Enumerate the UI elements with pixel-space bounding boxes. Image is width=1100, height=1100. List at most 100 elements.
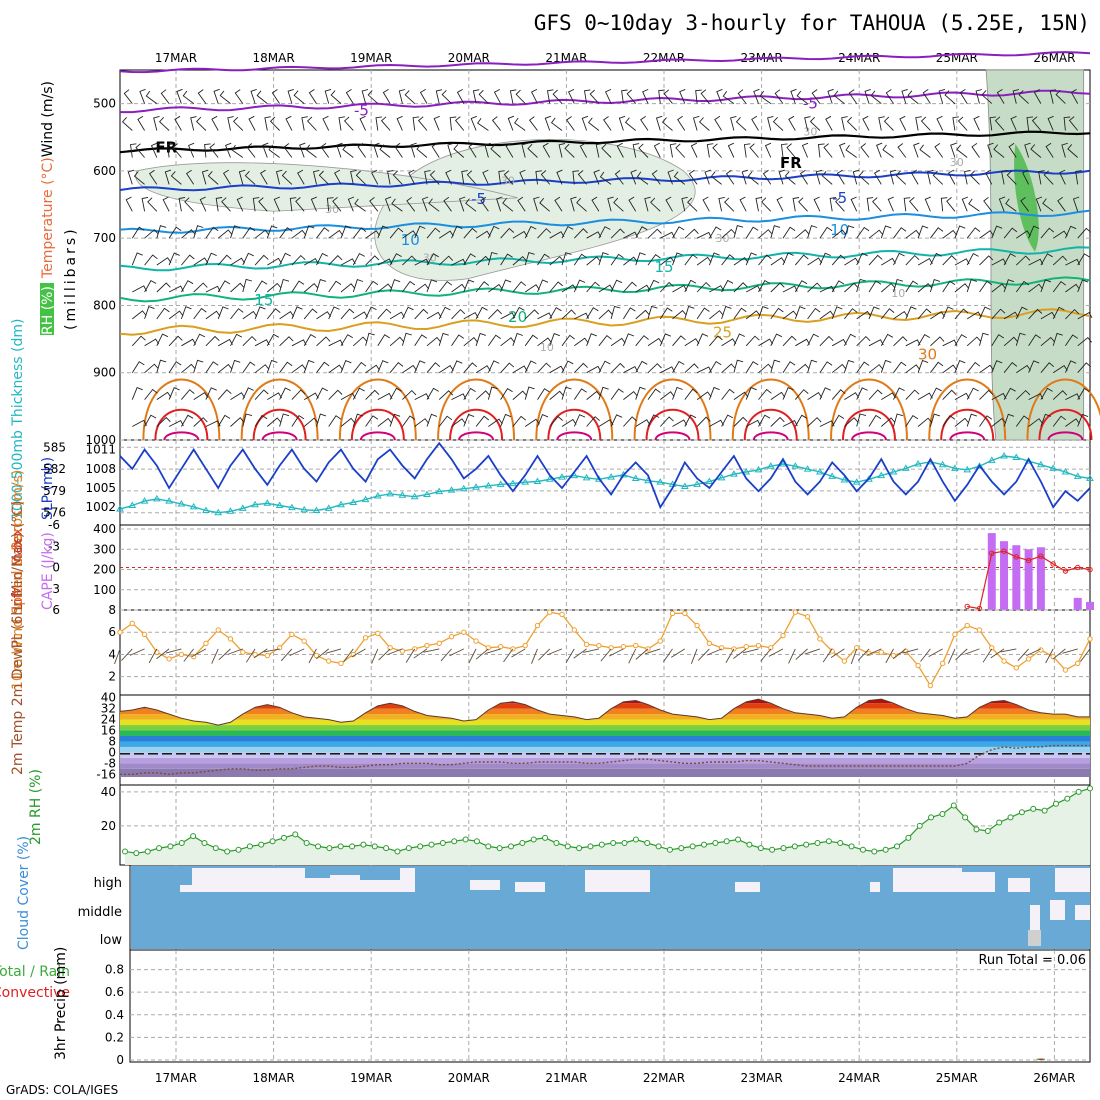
temp-band (120, 752, 1090, 758)
wind-barb (156, 333, 169, 346)
wind-barb (512, 306, 525, 320)
wind-barb (795, 229, 810, 239)
wind-barb (414, 225, 426, 239)
wind-barb (852, 169, 860, 185)
rh-marker (859, 846, 866, 853)
wind-barb (696, 391, 712, 400)
wind-barb (966, 227, 981, 239)
wind-barb (451, 393, 467, 401)
wind-barb (942, 306, 954, 320)
wind-barb (651, 170, 661, 185)
wind-barb (881, 417, 896, 427)
boundary-layer-isotherm (1047, 431, 1084, 441)
wind-barb (515, 89, 526, 104)
wind-barb (573, 279, 586, 293)
wind-barb (663, 89, 673, 104)
boundary-layer-isotherm (1038, 408, 1093, 441)
wind-barb (991, 225, 1003, 239)
isotherm-line (119, 209, 1091, 234)
contour-label: -5 (471, 190, 486, 208)
wind-barb (714, 115, 722, 131)
rh-marker (666, 846, 673, 853)
wind-barb (747, 171, 759, 185)
wind-barb (193, 359, 204, 373)
wind-barb (782, 335, 797, 347)
wind-barb (574, 337, 589, 347)
wind-barb (917, 225, 929, 239)
wind-barb (1063, 116, 1071, 131)
wind-barb (905, 414, 919, 427)
wind-barb (730, 115, 737, 131)
wind-barb (758, 363, 773, 374)
wind-barb (998, 196, 1006, 212)
boundary-layer-isotherm (841, 408, 896, 441)
wind-barb (623, 390, 638, 400)
wind-barb (862, 115, 870, 131)
wind-barb (496, 196, 503, 212)
rh-tick: 20 (101, 819, 116, 833)
wind-speed-marker (338, 660, 344, 667)
wind-barb (994, 116, 1005, 131)
wind-barb (205, 335, 220, 347)
wind-barb (709, 419, 724, 427)
wind-barb (144, 414, 157, 427)
wind-barb (700, 89, 710, 104)
wind-barb (537, 388, 550, 400)
wind-barb (774, 89, 784, 104)
cloud-label: Cloud Cover (%) (16, 836, 32, 950)
thickness-marker (582, 473, 591, 481)
wind-barb (561, 386, 572, 400)
wind-barb (181, 254, 195, 266)
rh-marker (542, 834, 549, 841)
wind10m-barb (573, 648, 587, 659)
wind-barb (475, 281, 490, 293)
wind-barb (197, 89, 207, 104)
rh-marker (655, 843, 662, 850)
wind-barb (468, 142, 477, 158)
wind-barb (907, 90, 919, 104)
boundary-layer-isotherm (154, 408, 209, 441)
wind-barb (139, 88, 146, 104)
wind10m-barb (468, 648, 477, 664)
boundary-layer-isotherm (633, 378, 712, 441)
wind-barb (598, 419, 614, 427)
upper-air-units: (millibars) (63, 226, 79, 330)
cloud-gap (330, 875, 360, 892)
thickness-marker (558, 473, 566, 480)
wind-barb (209, 143, 219, 158)
wind-barb (414, 334, 428, 347)
wind-barb (193, 282, 208, 293)
wind-barb (316, 413, 327, 427)
wind-barb (954, 308, 969, 320)
wind-barb (507, 115, 515, 131)
wind10m-barb (982, 648, 993, 663)
wind-barb (839, 142, 846, 158)
wind-barb (942, 415, 956, 427)
wind-speed-marker (952, 631, 958, 638)
wind-barb (463, 362, 478, 373)
wind-barb (770, 416, 785, 427)
rh-marker (178, 839, 185, 846)
thickness-marker (877, 471, 886, 479)
wind-barb (549, 333, 560, 346)
wind-barb (650, 197, 661, 212)
wind-barb (758, 306, 769, 320)
cape-bar (1024, 549, 1033, 610)
wind-barb (475, 306, 488, 320)
wind-speed-marker (534, 622, 541, 629)
wind-barb (310, 196, 318, 212)
pressure-tick: 600 (93, 164, 116, 178)
wind-barb (193, 257, 209, 266)
wind-barb (893, 361, 907, 373)
precip-tick: 0.2 (105, 1030, 124, 1044)
wind-barb (745, 252, 757, 266)
wind-speed-marker (1001, 658, 1007, 664)
contour-label: 30 (501, 175, 515, 188)
wind-barb (524, 252, 535, 266)
wind-barb (254, 229, 270, 239)
wind-barb (672, 252, 683, 266)
wind-barb (815, 169, 823, 185)
isotherm-line (119, 51, 1091, 74)
wind-barb (807, 359, 818, 373)
wind-barb (647, 388, 661, 400)
